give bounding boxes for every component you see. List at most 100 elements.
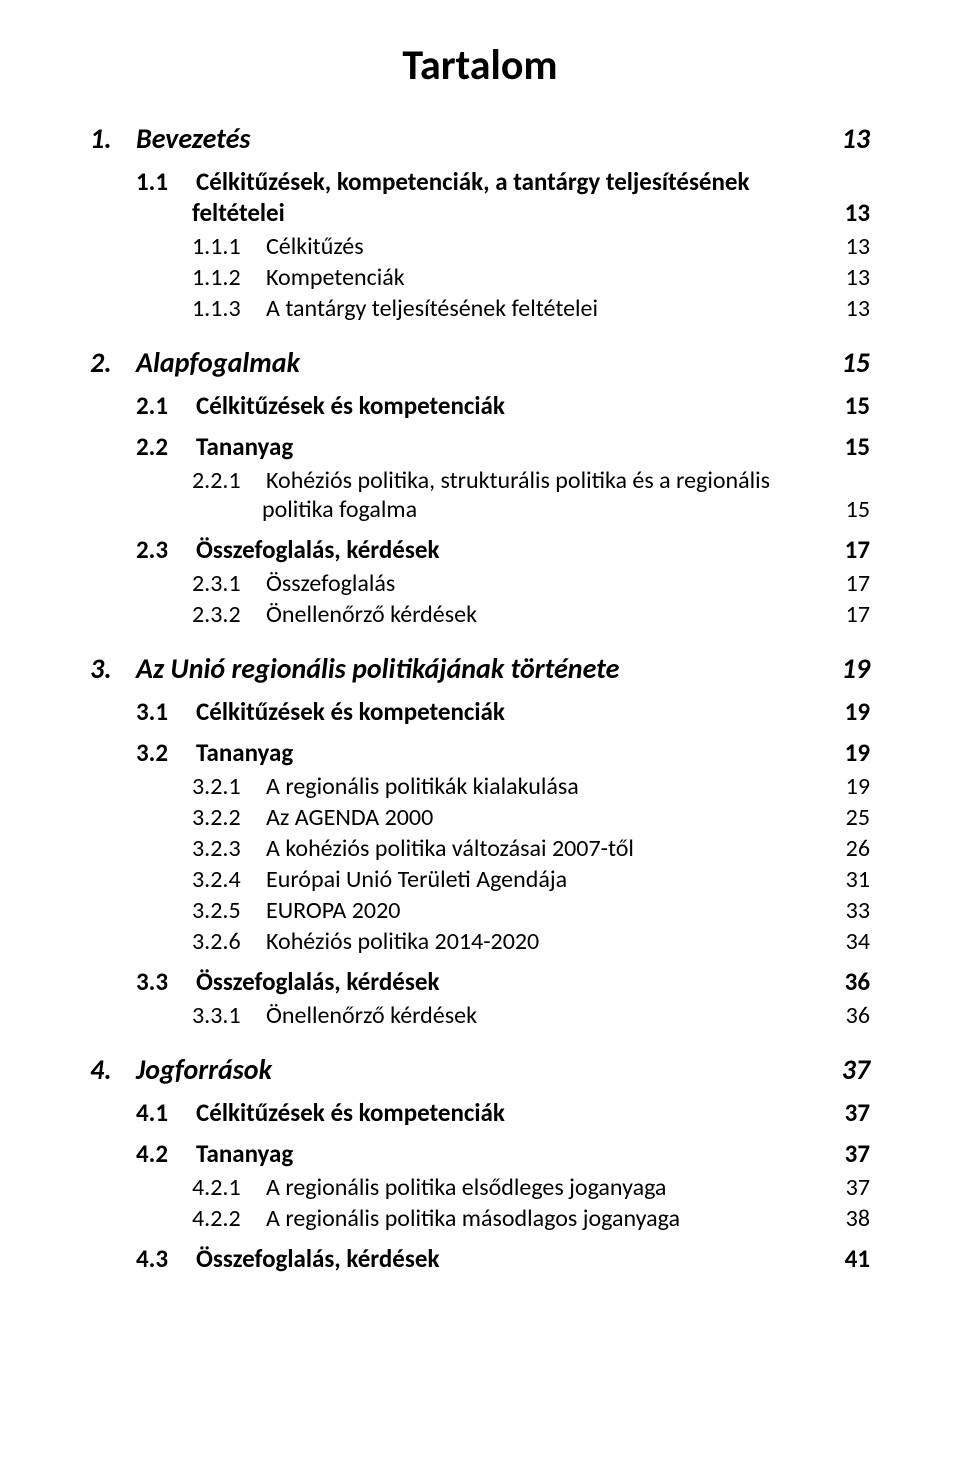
toc-entry: 2.2Tananyag 15: [90, 431, 870, 462]
toc-entry: 2.3.1Összefoglalás 17: [90, 569, 870, 598]
toc-entry-label: Összefoglalás: [266, 569, 395, 598]
toc-entry-number: 4.2.2: [192, 1204, 266, 1233]
toc-entry: 3.Az Unió regionális politikájának törté…: [90, 651, 870, 686]
toc-entry-page: 15: [841, 431, 870, 462]
toc-entry: 4.2Tananyag 37: [90, 1138, 870, 1169]
toc-entry-page: 17: [842, 569, 870, 598]
toc-entry-number: 4.1: [136, 1097, 196, 1128]
toc-entry-label: Kompetenciák: [266, 263, 405, 292]
toc-entry-label: Célkitűzések és kompetenciák: [196, 696, 505, 727]
toc-entry-label: Jogforrások: [136, 1052, 272, 1087]
toc-entry-label: Tananyag: [196, 1138, 293, 1169]
toc-entry-page: 13: [842, 232, 870, 261]
toc-entry-number: 3.3.1: [192, 1001, 266, 1030]
toc-entry-page: 33: [842, 896, 870, 925]
toc-entry-number: 2.2: [136, 431, 196, 462]
toc-entry-page: 37: [841, 1138, 870, 1169]
toc-entry-page: 17: [842, 600, 870, 629]
toc-entry-page: 34: [842, 927, 870, 956]
toc-entry-label-cont: feltételei: [192, 197, 285, 228]
toc-entry-number: 4.2: [136, 1138, 196, 1169]
toc-entry: 2.3Összefoglalás, kérdések17: [90, 534, 870, 565]
toc-entry: 2.Alapfogalmak 15: [90, 345, 870, 380]
toc-entry: 4.3Összefoglalás, kérdések41: [90, 1243, 870, 1274]
toc-entry: 3.2.5EUROPA 202033: [90, 896, 870, 925]
toc-entry-number: 3.2.3: [192, 834, 266, 863]
toc-entry-label: Célkitűzések, kompetenciák, a tantárgy t…: [196, 166, 750, 197]
toc-entry-page: 19: [838, 651, 870, 686]
toc-entry-number: 1.1.3: [192, 294, 266, 323]
toc-entry: 1.1.1Célkitűzés13: [90, 232, 870, 261]
toc-entry: 3.2.3A kohéziós politika változásai 2007…: [90, 834, 870, 863]
toc-entry-label: Az Unió regionális politikájának történe…: [136, 651, 619, 686]
toc-entry-page: 15: [841, 390, 870, 421]
toc-entry: 1.Bevezetés 13: [90, 121, 870, 156]
toc-entry-number: 2.2.1: [192, 466, 266, 495]
toc-entry-label: Kohéziós politika 2014-2020: [266, 927, 539, 956]
toc-entry-page: 25: [842, 803, 870, 832]
toc-entry-page: 37: [838, 1052, 870, 1087]
toc-entry-page: 15: [842, 495, 870, 524]
toc-entry: 2.2.1Kohéziós politika, strukturális pol…: [90, 466, 870, 524]
toc-entry-number: 4.2.1: [192, 1173, 266, 1202]
page-title: Tartalom: [90, 40, 870, 91]
toc-entry-label: Célkitűzések és kompetenciák: [196, 1097, 505, 1128]
toc-entry-number: 3.2.6: [192, 927, 266, 956]
toc-entry: 1.1Célkitűzések, kompetenciák, a tantárg…: [90, 166, 870, 228]
toc-entry: 2.1Célkitűzések és kompetenciák 15: [90, 390, 870, 421]
toc-entry-page: 31: [842, 865, 870, 894]
toc-entry-label: Tananyag: [196, 431, 293, 462]
toc-entry: 3.2.4Európai Unió Területi Agendája31: [90, 865, 870, 894]
toc-entry-label: Önellenőrző kérdések: [266, 600, 477, 629]
toc-entry-number: 3.2.2: [192, 803, 266, 832]
toc-entry-number: 2.1: [136, 390, 196, 421]
toc-entry-number: 4.: [90, 1052, 136, 1087]
toc-entry-number: 2.3.2: [192, 600, 266, 629]
toc-entry-label: Célkitűzés: [266, 232, 364, 261]
toc-entry-number: 3.: [90, 651, 136, 686]
toc-entry-page: 19: [841, 737, 870, 768]
toc-entry-label: Bevezetés: [136, 121, 250, 156]
toc-list: 1.Bevezetés131.1Célkitűzések, kompetenci…: [90, 121, 870, 1274]
toc-entry-label: A kohéziós politika változásai 2007-től: [266, 834, 634, 863]
toc-entry-label: A regionális politika másodlagos joganya…: [266, 1204, 680, 1233]
toc-entry-number: 2.3.1: [192, 569, 266, 598]
toc-entry-number: 3.1: [136, 696, 196, 727]
toc-entry-page: 13: [841, 197, 870, 228]
toc-entry-number: 3.2.1: [192, 772, 266, 801]
toc-entry: 2.3.2Önellenőrző kérdések 17: [90, 600, 870, 629]
toc-entry-number: 1.: [90, 121, 136, 156]
toc-entry-number: 3.2.5: [192, 896, 266, 925]
toc-entry-number: 3.2: [136, 737, 196, 768]
toc-entry-page: 37: [841, 1097, 870, 1128]
toc-entry-number: 3.2.4: [192, 865, 266, 894]
toc-entry-label: A tantárgy teljesítésének feltételei: [266, 294, 598, 323]
toc-entry: 3.3.1Önellenőrző kérdések36: [90, 1001, 870, 1030]
toc-entry-label: A regionális politikák kialakulása: [266, 772, 579, 801]
toc-entry: 4.2.2A regionális politika másodlagos jo…: [90, 1204, 870, 1233]
toc-entry-line1: 1.1Célkitűzések, kompetenciák, a tantárg…: [136, 166, 870, 197]
toc-entry-number: 4.3: [136, 1243, 196, 1274]
toc-entry-number: 1.1.2: [192, 263, 266, 292]
toc-entry-page: 37: [842, 1173, 870, 1202]
toc-entry-label: Összefoglalás, kérdések: [196, 1243, 439, 1274]
toc-entry-number: 2.: [90, 345, 136, 380]
toc-entry-line1: 2.2.1Kohéziós politika, strukturális pol…: [192, 466, 870, 495]
toc-entry: 3.1Célkitűzések és kompetenciák 19: [90, 696, 870, 727]
toc-entry: 3.2.1A regionális politikák kialakulása 1…: [90, 772, 870, 801]
toc-entry-label-cont: politika fogalma: [262, 495, 417, 524]
toc-entry-page: 19: [842, 772, 870, 801]
toc-entry-label: Alapfogalmak: [136, 345, 300, 380]
toc-entry-page: 13: [838, 121, 870, 156]
toc-entry-label: Kohéziós politika, strukturális politika…: [266, 466, 770, 495]
toc-entry-page: 19: [841, 696, 870, 727]
toc-entry-page: 36: [842, 1001, 870, 1030]
toc-entry: 3.3Összefoglalás, kérdések36: [90, 966, 870, 997]
toc-entry: 4.Jogforrások 37: [90, 1052, 870, 1087]
toc-entry-page: 15: [838, 345, 870, 380]
toc-entry-line2: politika fogalma 15: [192, 495, 870, 524]
toc-entry-label: Tananyag: [196, 737, 293, 768]
toc-entry-label: Célkitűzések és kompetenciák: [196, 390, 505, 421]
toc-entry: 4.2.1A regionális politika elsődleges jo…: [90, 1173, 870, 1202]
toc-entry-label: Összefoglalás, kérdések: [196, 534, 439, 565]
